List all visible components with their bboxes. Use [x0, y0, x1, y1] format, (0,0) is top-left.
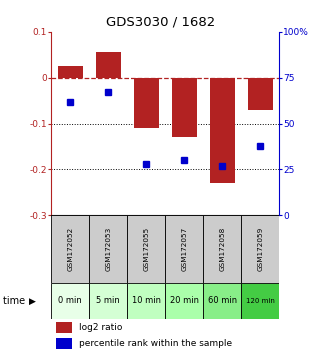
Bar	[241, 215, 279, 283]
Bar	[165, 215, 203, 283]
Bar	[203, 283, 241, 319]
Bar	[127, 283, 165, 319]
Text: GSM172057: GSM172057	[181, 227, 187, 271]
Bar	[56, 322, 72, 333]
Text: GSM172058: GSM172058	[219, 227, 225, 271]
Bar	[56, 338, 72, 349]
Text: GSM172052: GSM172052	[67, 227, 74, 271]
Bar	[210, 78, 235, 183]
Text: 20 min: 20 min	[170, 297, 199, 306]
Bar	[89, 215, 127, 283]
Text: GSM172053: GSM172053	[105, 227, 111, 271]
Bar	[134, 78, 159, 128]
Text: 10 min: 10 min	[132, 297, 161, 306]
Bar	[58, 66, 83, 78]
Bar	[89, 283, 127, 319]
Text: GSM172055: GSM172055	[143, 227, 149, 271]
Bar	[96, 52, 121, 78]
Text: ▶: ▶	[29, 297, 36, 306]
Text: log2 ratio: log2 ratio	[79, 323, 122, 332]
Bar	[51, 283, 89, 319]
Text: time: time	[3, 296, 29, 306]
Bar	[51, 215, 89, 283]
Bar	[165, 283, 203, 319]
Bar	[127, 215, 165, 283]
Text: 0 min: 0 min	[58, 297, 82, 306]
Bar	[248, 78, 273, 110]
Text: GDS3030 / 1682: GDS3030 / 1682	[106, 16, 215, 29]
Text: 60 min: 60 min	[208, 297, 237, 306]
Text: GSM172059: GSM172059	[257, 227, 263, 271]
Text: 120 min: 120 min	[246, 298, 275, 304]
Bar	[241, 283, 279, 319]
Text: 5 min: 5 min	[97, 297, 120, 306]
Bar	[203, 215, 241, 283]
Bar	[172, 78, 197, 137]
Text: percentile rank within the sample: percentile rank within the sample	[79, 339, 232, 348]
